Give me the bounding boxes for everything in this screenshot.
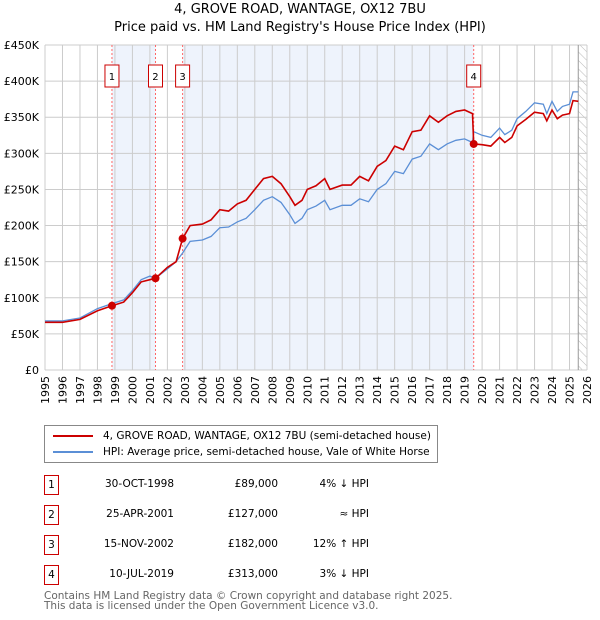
- x-tick-label: 1998: [91, 376, 104, 404]
- y-tick-label: £300K: [4, 147, 40, 160]
- sale-date: 30-OCT-1998: [105, 478, 174, 490]
- x-tick-label: 2010: [301, 376, 314, 404]
- y-tick-label: £450K: [4, 39, 40, 52]
- x-tick-label: 2007: [249, 376, 262, 404]
- sale-price: £313,000: [227, 568, 278, 580]
- sale-number-badge: 4: [44, 565, 59, 585]
- sale-hpi-relation: 4% ↓ HPI: [319, 478, 369, 490]
- sale-label-box: [104, 64, 120, 88]
- sale-point: [178, 234, 187, 243]
- x-tick-label: 2021: [494, 376, 507, 404]
- y-tick-label: £350K: [4, 111, 40, 124]
- sale-label: 2: [152, 72, 158, 83]
- x-tick-label: 1999: [109, 376, 122, 404]
- y-tick-label: £0: [25, 364, 39, 377]
- footer-copyright: Contains HM Land Registry data © Crown c…: [44, 590, 453, 602]
- x-tick-label: 2005: [214, 376, 227, 404]
- sale-number-badge: 3: [44, 535, 59, 555]
- sale-label: 4: [471, 72, 477, 83]
- sale-hpi-relation: 12% ↑ HPI: [312, 538, 369, 550]
- sale-hpi-relation: ≈ HPI: [339, 508, 369, 520]
- x-tick-label: 2015: [389, 376, 402, 404]
- sale-label-box: [466, 64, 482, 88]
- legend-label: HPI: Average price, semi-detached house,…: [103, 446, 430, 458]
- sale-point: [469, 139, 478, 148]
- x-tick-label: 1995: [39, 376, 52, 404]
- y-tick-label: £200K: [4, 220, 40, 233]
- x-tick-label: 2003: [179, 376, 192, 404]
- forecast-hatch: [578, 45, 587, 370]
- y-tick-label: £100K: [4, 292, 40, 305]
- x-tick-label: 2024: [546, 376, 559, 404]
- x-tick-label: 2020: [476, 376, 489, 404]
- x-tick-label: 2004: [196, 376, 209, 404]
- legend-swatch-blue: [53, 451, 93, 453]
- x-tick-label: 2018: [441, 376, 454, 404]
- sale-price: £127,000: [227, 508, 278, 520]
- sale-label: 1: [109, 72, 115, 83]
- x-tick-label: 2009: [284, 376, 297, 404]
- sale-date: 10-JUL-2019: [109, 568, 174, 580]
- sale-point: [151, 274, 160, 283]
- sale-date: 15-NOV-2002: [103, 538, 174, 550]
- y-tick-label: £250K: [4, 183, 40, 196]
- sale-row: 1 30-OCT-1998 £89,000 4% ↓ HPI: [44, 475, 444, 495]
- x-tick-label: 2016: [406, 376, 419, 404]
- legend-label: 4, GROVE ROAD, WANTAGE, OX12 7BU (semi-d…: [103, 430, 431, 442]
- x-tick-label: 2017: [424, 376, 437, 404]
- chart-title: 4, GROVE ROAD, WANTAGE, OX12 7BU: [174, 2, 426, 17]
- y-tick-label: £50K: [11, 328, 40, 341]
- sale-row: 4 10-JUL-2019 £313,000 3% ↓ HPI: [44, 565, 444, 585]
- sale-point: [107, 301, 116, 310]
- x-tick-label: 2000: [126, 376, 139, 404]
- sale-date: 25-APR-2001: [106, 508, 174, 520]
- x-tick-label: 2001: [144, 376, 157, 404]
- x-tick-label: 2026: [581, 376, 594, 404]
- sale-number-badge: 1: [44, 475, 59, 495]
- sale-price: £182,000: [227, 538, 278, 550]
- x-tick-label: 2002: [161, 376, 174, 404]
- y-tick-label: £400K: [4, 75, 40, 88]
- legend: 4, GROVE ROAD, WANTAGE, OX12 7BU (semi-d…: [44, 425, 438, 463]
- sale-price: £89,000: [234, 478, 278, 490]
- sale-label-box: [175, 64, 191, 88]
- x-tick-label: 2023: [529, 376, 542, 404]
- price-line: [45, 99, 579, 324]
- plot-area: 1995 1996 1997 1998 1999 2000 2001 2002 2003 2004…: [4, 39, 594, 404]
- sale-label-box: [147, 64, 163, 88]
- sale-label: 3: [179, 72, 185, 83]
- x-tick-label: 2011: [319, 376, 332, 404]
- x-tick-label: 2022: [511, 376, 524, 404]
- y-tick-label: £150K: [4, 256, 40, 269]
- x-tick-label: 2014: [371, 376, 384, 404]
- x-tick-label: 2008: [266, 376, 279, 404]
- x-tick-label: 2012: [336, 376, 349, 404]
- footer-licence: This data is licensed under the Open Gov…: [44, 600, 379, 612]
- x-tick-label: 2013: [354, 376, 367, 404]
- x-tick-label: 1996: [56, 376, 69, 404]
- chart-subtitle: Price paid vs. HM Land Registry's House …: [114, 20, 486, 35]
- sale-row: 3 15-NOV-2002 £182,000 12% ↑ HPI: [44, 535, 444, 555]
- sale-row: 2 25-APR-2001 £127,000 ≈ HPI: [44, 505, 444, 525]
- sale-number-badge: 2: [44, 505, 59, 525]
- legend-item-hpi: HPI: Average price, semi-detached house,…: [53, 444, 430, 460]
- legend-item-property: 4, GROVE ROAD, WANTAGE, OX12 7BU (semi-d…: [53, 428, 431, 444]
- sale-hpi-relation: 3% ↓ HPI: [319, 568, 369, 580]
- x-tick-label: 1997: [74, 376, 87, 404]
- x-tick-label: 2025: [564, 376, 577, 404]
- x-tick-label: 2019: [459, 376, 472, 404]
- x-tick-label: 2006: [231, 376, 244, 404]
- shaded-period: [111, 45, 156, 370]
- legend-swatch-red: [53, 435, 93, 437]
